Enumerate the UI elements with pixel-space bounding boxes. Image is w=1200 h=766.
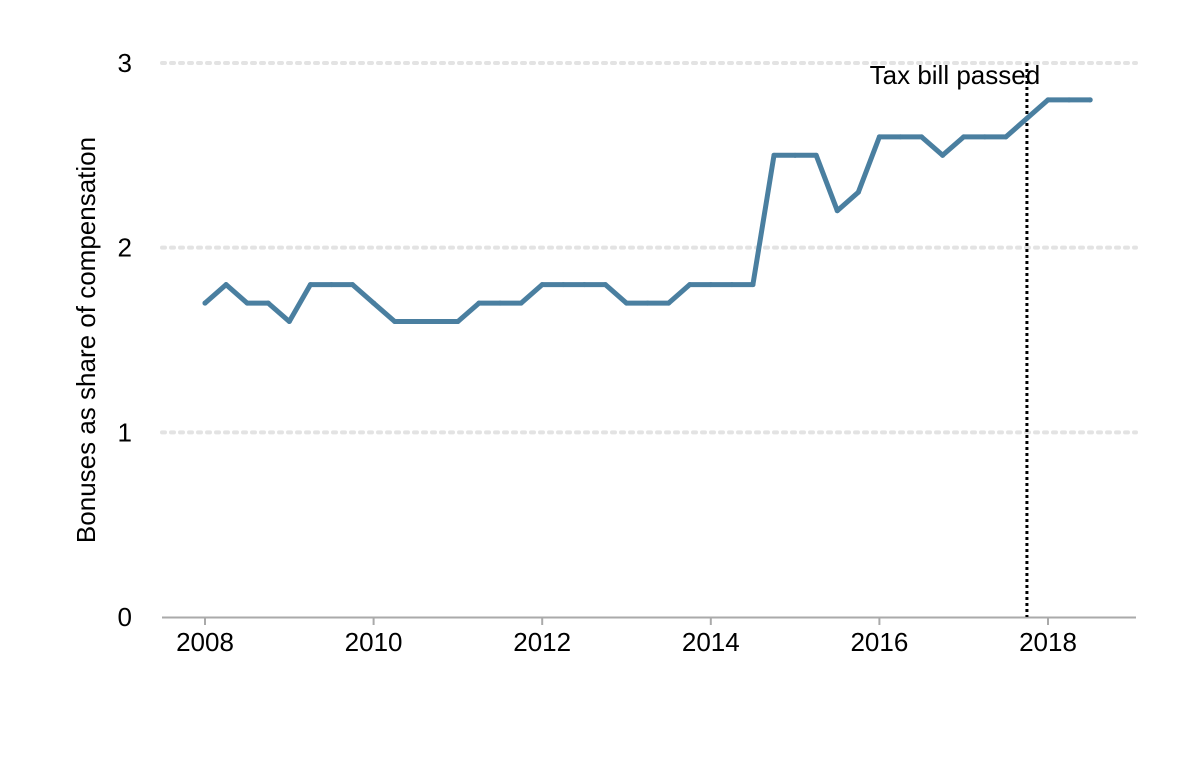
data-point bbox=[961, 134, 967, 140]
series-line-0 bbox=[202, 97, 1093, 324]
x-axis-ticks: 2008 2010 2012 2014 2016 2018 bbox=[176, 617, 1077, 657]
data-point bbox=[666, 300, 672, 306]
y-tick-label: 3 bbox=[118, 48, 132, 78]
data-point bbox=[223, 282, 229, 288]
x-tick-label: 2010 bbox=[345, 627, 403, 657]
data-point bbox=[518, 300, 524, 306]
data-point bbox=[708, 282, 714, 288]
data-point bbox=[455, 319, 461, 325]
y-tick-label: 0 bbox=[118, 602, 132, 632]
tax-bill-label: Tax bill passed bbox=[870, 60, 1041, 90]
data-point bbox=[1045, 97, 1051, 103]
x-tick-label: 2008 bbox=[176, 627, 234, 657]
data-point bbox=[792, 152, 798, 158]
series bbox=[202, 97, 1093, 325]
data-point bbox=[687, 282, 693, 288]
data-point bbox=[982, 134, 988, 140]
data-point bbox=[434, 319, 440, 325]
x-tick-label: 2014 bbox=[682, 627, 740, 657]
x-tick-label: 2018 bbox=[1019, 627, 1077, 657]
data-point bbox=[919, 134, 925, 140]
data-point bbox=[307, 282, 313, 288]
data-point bbox=[940, 152, 946, 158]
data-point bbox=[834, 208, 840, 214]
data-point bbox=[413, 319, 419, 325]
data-point bbox=[602, 282, 608, 288]
data-point bbox=[1003, 134, 1009, 140]
data-point bbox=[729, 282, 735, 288]
data-point bbox=[392, 319, 398, 325]
data-point bbox=[350, 282, 356, 288]
data-point bbox=[328, 282, 334, 288]
data-point bbox=[897, 134, 903, 140]
data-point bbox=[1024, 115, 1030, 121]
data-point bbox=[750, 282, 756, 288]
data-point bbox=[539, 282, 545, 288]
annotation: Tax bill passed bbox=[870, 60, 1041, 617]
x-tick-label: 2012 bbox=[513, 627, 571, 657]
data-point bbox=[855, 189, 861, 195]
data-point bbox=[1066, 97, 1072, 103]
y-axis-title: Bonuses as share of compensation bbox=[71, 137, 101, 543]
data-point bbox=[244, 300, 250, 306]
data-point bbox=[371, 300, 377, 306]
data-point bbox=[1087, 97, 1093, 103]
data-point bbox=[771, 152, 777, 158]
data-point bbox=[497, 300, 503, 306]
data-point bbox=[624, 300, 629, 306]
y-tick-label: 1 bbox=[118, 417, 132, 447]
x-tick-label: 2016 bbox=[850, 627, 908, 657]
data-point bbox=[581, 282, 587, 288]
data-point bbox=[286, 319, 292, 325]
data-point bbox=[645, 300, 651, 306]
data-point bbox=[813, 152, 819, 158]
data-point bbox=[560, 282, 566, 288]
data-point bbox=[202, 300, 208, 306]
y-axis-ticks: 0 1 2 3 bbox=[118, 48, 132, 632]
data-point bbox=[876, 134, 882, 140]
data-point bbox=[476, 300, 482, 306]
y-tick-label: 2 bbox=[118, 233, 132, 263]
gridlines bbox=[160, 61, 1138, 435]
data-point bbox=[265, 300, 271, 306]
